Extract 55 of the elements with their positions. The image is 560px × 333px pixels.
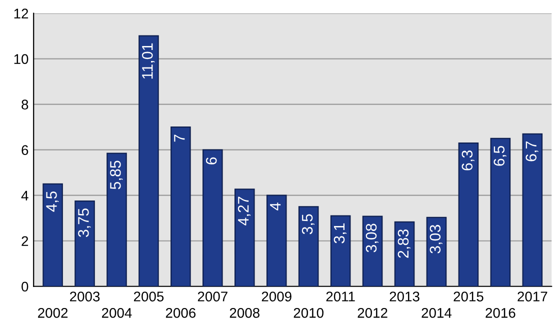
x-tick-label: 2004 xyxy=(102,308,132,318)
data-label: 3,03 xyxy=(430,224,442,254)
x-tick-label: 2017 xyxy=(518,292,548,302)
data-label: 4 xyxy=(270,202,281,210)
x-tick-label: 2008 xyxy=(230,308,260,318)
bar xyxy=(106,152,127,286)
data-label: 3,08 xyxy=(366,224,378,252)
data-label: 4,5 xyxy=(46,191,59,212)
bar xyxy=(458,142,479,286)
data-label: 6,3 xyxy=(462,150,474,170)
bar xyxy=(266,194,287,286)
x-tick-label: 2005 xyxy=(134,292,164,302)
y-tick-label: 2 xyxy=(22,236,28,246)
bar xyxy=(362,216,383,286)
bar xyxy=(202,149,223,286)
y-tick-label: 4 xyxy=(21,190,28,200)
data-label: 6 xyxy=(206,157,217,164)
bar xyxy=(490,138,511,286)
x-tick-label: 2006 xyxy=(166,308,196,318)
x-tick-label: 2009 xyxy=(262,292,292,302)
x-tick-label: 2002 xyxy=(38,308,68,318)
x-tick-label: 2012 xyxy=(358,308,388,318)
data-label: 6,5 xyxy=(494,146,506,166)
bar xyxy=(522,133,543,286)
x-tick-label: 2011 xyxy=(326,292,355,302)
data-label: 3,75 xyxy=(78,208,91,238)
x-tick-label: 2015 xyxy=(454,292,484,302)
y-tick-label: 10 xyxy=(14,54,28,64)
bar xyxy=(170,126,191,286)
x-tick-label: 2014 xyxy=(422,308,452,318)
x-tick-label: 2003 xyxy=(70,292,100,302)
x-tick-label: 2013 xyxy=(390,292,420,302)
y-tick-label: 6 xyxy=(22,145,28,156)
bar xyxy=(298,206,319,286)
data-label: 6,7 xyxy=(526,142,538,162)
data-label: 7 xyxy=(174,134,185,142)
data-label: 5,85 xyxy=(110,160,123,190)
data-label: 4,27 xyxy=(238,196,251,226)
data-label: 3,1 xyxy=(334,223,346,244)
x-tick-label: 2016 xyxy=(486,308,516,318)
bar xyxy=(394,221,415,286)
bar xyxy=(234,188,255,286)
y-tick-label: 12 xyxy=(14,8,28,18)
x-tick-label: 2010 xyxy=(294,308,324,318)
bar xyxy=(330,215,351,286)
y-tick-label: 0 xyxy=(22,282,28,292)
data-label: 11,01 xyxy=(142,43,155,79)
x-tick-label: 2007 xyxy=(198,292,228,302)
bar xyxy=(42,183,63,286)
data-label: 3,5 xyxy=(302,214,314,234)
bar xyxy=(426,216,447,286)
data-label: 2,83 xyxy=(398,229,410,258)
bar xyxy=(138,35,159,286)
bar xyxy=(74,200,95,286)
y-tick-label: 8 xyxy=(22,100,28,110)
